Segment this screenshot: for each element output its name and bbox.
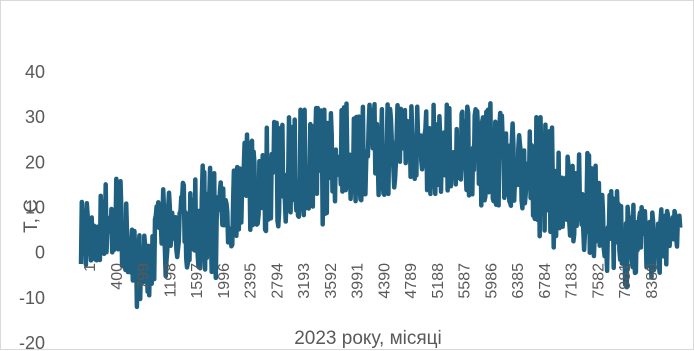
x-tick-label: 3193 <box>296 263 313 299</box>
y-tick-label: 40 <box>25 62 45 82</box>
y-tick-label: 20 <box>25 152 45 172</box>
x-tick-label: 400 <box>109 263 126 290</box>
x-tick-labels: 1 400 799 1198 1597 1996 2395 2794 3193 3592 3991 4… <box>82 263 661 299</box>
x-tick-label: 7582 <box>591 263 608 299</box>
x-tick-label: 1996 <box>216 263 233 299</box>
x-tick-label: 6385 <box>510 263 527 299</box>
x-tick-label: 6784 <box>537 263 554 299</box>
x-tick-label: 1597 <box>189 263 206 299</box>
x-tick-label: 4789 <box>403 263 420 299</box>
x-tick-label: 7183 <box>564 263 581 299</box>
x-tick-label: 5986 <box>483 263 500 299</box>
y-tick-label: -10 <box>19 288 45 308</box>
x-tick-label: 1 <box>82 263 99 272</box>
x-tick-label: 799 <box>136 263 153 290</box>
x-tick-label: 4390 <box>376 263 393 299</box>
x-tick-label: 2395 <box>243 263 260 299</box>
x-tick-label: 2794 <box>269 263 286 299</box>
x-tick-label: 8380 <box>644 263 661 299</box>
x-tick-label: 3592 <box>323 263 340 299</box>
x-axis-title: 2023 року, місяці <box>294 328 442 349</box>
y-tick-label: -20 <box>19 333 45 351</box>
x-tick-label: 1198 <box>162 263 179 298</box>
x-tick-label: 5188 <box>430 263 447 299</box>
x-tick-label: 5587 <box>457 263 474 299</box>
y-tick-label: 30 <box>25 107 45 127</box>
x-tick-label: 7981 <box>617 263 634 299</box>
y-axis-title: T, C <box>21 199 42 233</box>
y-tick-label: 0 <box>35 243 45 263</box>
x-tick-label: 3991 <box>350 263 367 299</box>
